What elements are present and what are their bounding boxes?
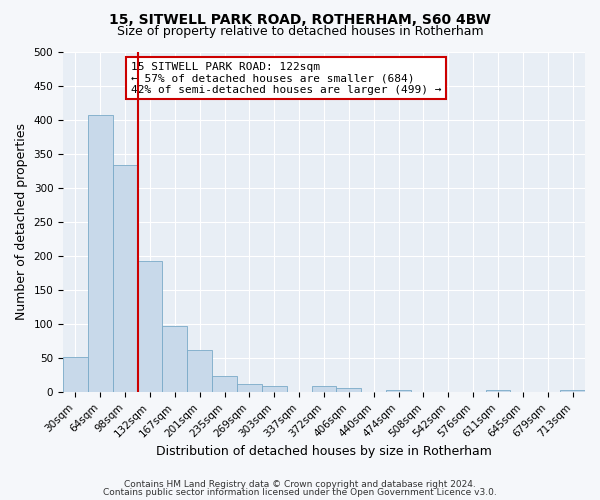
X-axis label: Distribution of detached houses by size in Rotherham: Distribution of detached houses by size … (156, 444, 492, 458)
Bar (262, 386, 287, 392)
Bar (560, 390, 585, 392)
Bar (113, 166, 137, 392)
Bar (63, 357, 88, 392)
Text: Size of property relative to detached houses in Rotherham: Size of property relative to detached ho… (116, 25, 484, 38)
Bar (237, 384, 262, 392)
Y-axis label: Number of detached properties: Number of detached properties (15, 124, 28, 320)
Text: Contains HM Land Registry data © Crown copyright and database right 2024.: Contains HM Land Registry data © Crown c… (124, 480, 476, 489)
Bar (88, 115, 113, 392)
Bar (187, 350, 212, 393)
Bar (212, 376, 237, 392)
Bar (386, 390, 411, 392)
Bar (337, 388, 361, 392)
Bar (137, 262, 163, 392)
Bar (485, 390, 511, 392)
Text: Contains public sector information licensed under the Open Government Licence v3: Contains public sector information licen… (103, 488, 497, 497)
Bar (311, 386, 337, 392)
Bar (163, 326, 187, 392)
Text: 15 SITWELL PARK ROAD: 122sqm
← 57% of detached houses are smaller (684)
42% of s: 15 SITWELL PARK ROAD: 122sqm ← 57% of de… (131, 62, 442, 95)
Text: 15, SITWELL PARK ROAD, ROTHERHAM, S60 4BW: 15, SITWELL PARK ROAD, ROTHERHAM, S60 4B… (109, 12, 491, 26)
